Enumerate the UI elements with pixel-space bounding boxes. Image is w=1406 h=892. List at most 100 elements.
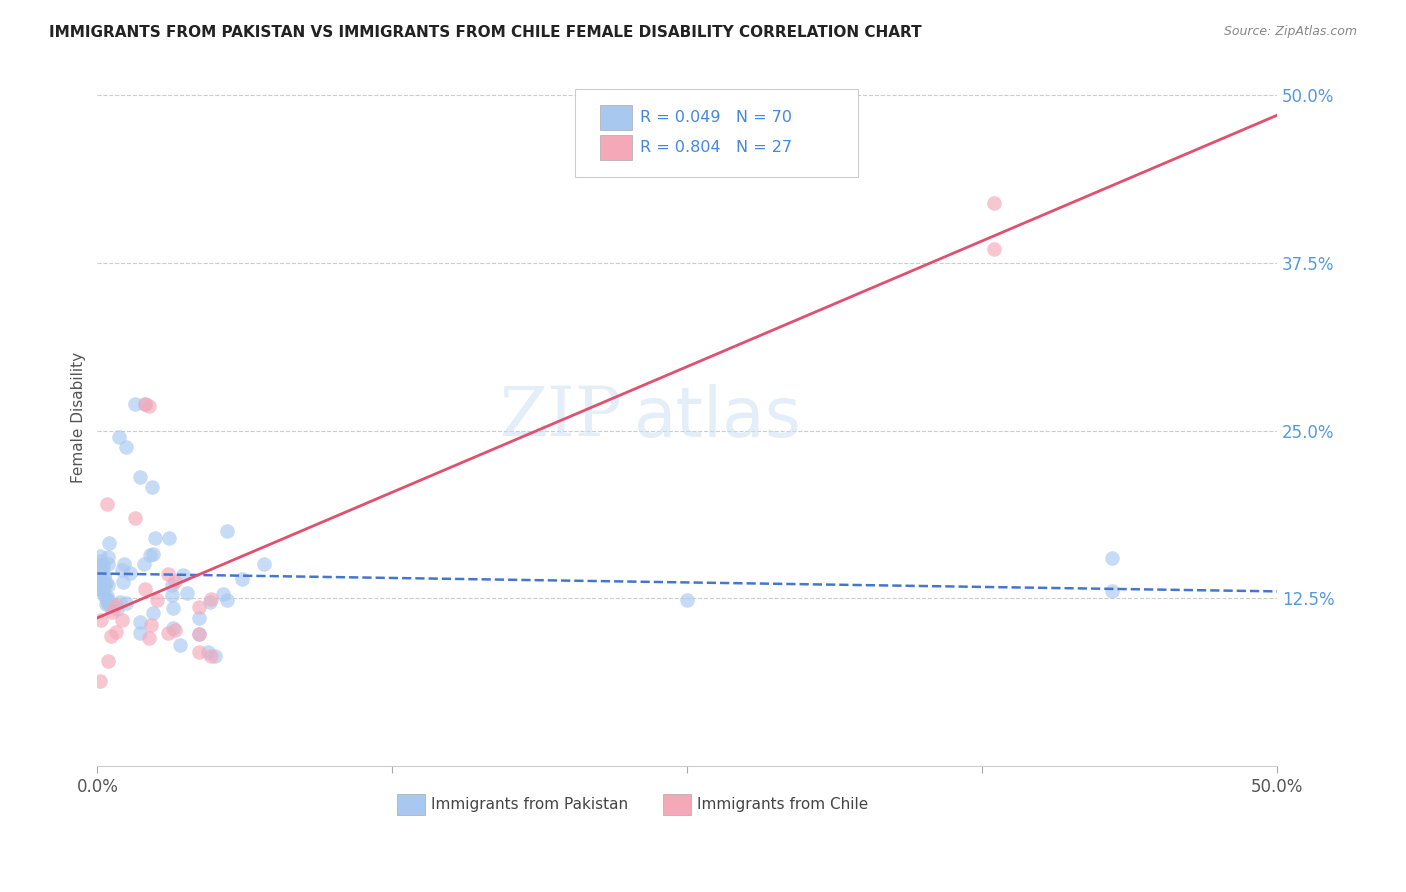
Point — [134, 397, 156, 411]
Point — [204, 648, 226, 663]
Point — [212, 587, 235, 601]
Point — [162, 577, 184, 591]
Point — [124, 397, 146, 411]
FancyBboxPatch shape — [600, 105, 631, 130]
Point — [143, 531, 166, 545]
Point — [141, 480, 163, 494]
Point — [107, 430, 129, 444]
Y-axis label: Female Disability: Female Disability — [72, 351, 86, 483]
Point — [111, 613, 134, 627]
Point — [129, 615, 152, 629]
Point — [100, 605, 122, 619]
Text: Source: ZipAtlas.com: Source: ZipAtlas.com — [1223, 25, 1357, 38]
Point — [97, 535, 120, 549]
Point — [90, 562, 112, 576]
Point — [169, 638, 191, 652]
Point — [187, 627, 209, 641]
Point — [105, 624, 128, 639]
Point — [97, 550, 120, 565]
Point — [139, 618, 162, 632]
Point — [200, 591, 222, 606]
Point — [93, 588, 115, 602]
Point — [105, 598, 128, 612]
Point — [118, 566, 141, 580]
Point — [89, 576, 111, 591]
Point — [187, 611, 209, 625]
Point — [217, 592, 239, 607]
Text: ZIP: ZIP — [501, 384, 623, 450]
Point — [97, 577, 120, 591]
Point — [187, 645, 209, 659]
Point — [97, 596, 120, 610]
Point — [89, 673, 111, 688]
Point — [101, 598, 124, 612]
Point — [94, 591, 117, 605]
Point — [157, 531, 180, 545]
Text: Immigrants from Chile: Immigrants from Chile — [697, 797, 868, 813]
Text: R = 0.804   N = 27: R = 0.804 N = 27 — [640, 140, 792, 155]
FancyBboxPatch shape — [600, 136, 631, 160]
Point — [100, 629, 122, 643]
Text: atlas: atlas — [634, 384, 801, 450]
Point — [110, 595, 132, 609]
Point — [128, 470, 150, 484]
FancyBboxPatch shape — [662, 795, 690, 815]
Point — [217, 524, 239, 538]
Point — [200, 648, 222, 663]
Point — [134, 557, 156, 571]
Text: Immigrants from Pakistan: Immigrants from Pakistan — [432, 797, 628, 813]
Text: IMMIGRANTS FROM PAKISTAN VS IMMIGRANTS FROM CHILE FEMALE DISABILITY CORRELATION : IMMIGRANTS FROM PAKISTAN VS IMMIGRANTS F… — [49, 25, 922, 40]
Point — [93, 568, 115, 582]
Point — [124, 510, 146, 524]
FancyBboxPatch shape — [396, 795, 426, 815]
Point — [165, 623, 187, 637]
Point — [89, 558, 111, 572]
Point — [89, 571, 111, 585]
Point — [111, 563, 134, 577]
Point — [983, 242, 1005, 256]
Point — [93, 569, 115, 583]
Point — [187, 627, 209, 641]
Point — [90, 583, 112, 598]
Point — [676, 592, 699, 607]
Point — [112, 574, 135, 589]
Point — [157, 567, 180, 582]
Point — [142, 547, 165, 561]
Point — [112, 557, 135, 571]
Point — [93, 559, 115, 574]
Point — [97, 654, 120, 668]
Point — [91, 558, 114, 572]
Point — [89, 571, 111, 585]
Point — [983, 195, 1005, 210]
Point — [90, 613, 112, 627]
Point — [89, 582, 111, 596]
Point — [157, 625, 180, 640]
Point — [187, 600, 209, 615]
Point — [115, 597, 138, 611]
Point — [142, 606, 165, 620]
Point — [162, 621, 184, 635]
Point — [1101, 551, 1123, 566]
Point — [165, 574, 187, 588]
Point — [89, 554, 111, 568]
Point — [105, 602, 128, 616]
Point — [176, 585, 198, 599]
Point — [200, 595, 222, 609]
Point — [172, 568, 194, 582]
Point — [162, 601, 184, 615]
Point — [94, 576, 117, 591]
Point — [96, 589, 118, 603]
Point — [93, 579, 115, 593]
Point — [134, 397, 156, 411]
Point — [253, 557, 276, 571]
Point — [94, 597, 117, 611]
Point — [97, 597, 120, 611]
Point — [114, 440, 136, 454]
Point — [1101, 583, 1123, 598]
Point — [138, 400, 160, 414]
Point — [97, 557, 120, 571]
Point — [89, 549, 111, 564]
Text: R = 0.049   N = 70: R = 0.049 N = 70 — [640, 111, 792, 125]
Point — [97, 592, 120, 607]
Point — [145, 593, 167, 607]
